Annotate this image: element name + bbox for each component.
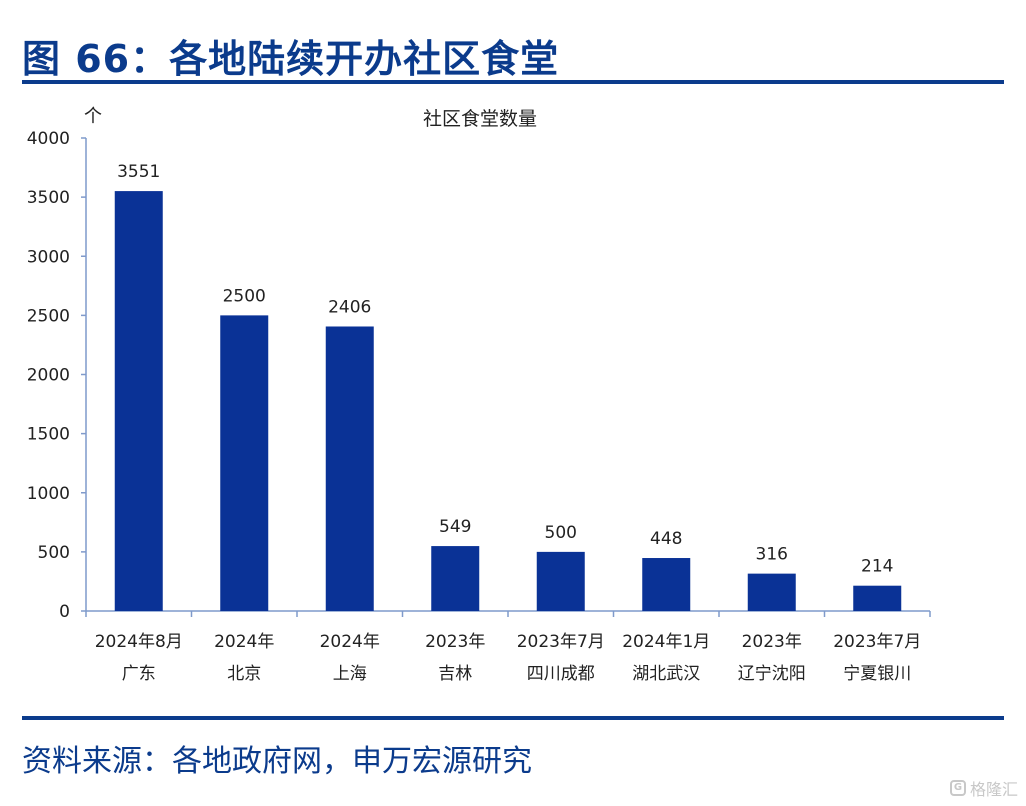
bar [853, 585, 902, 611]
watermark: G 格隆汇 [949, 776, 1018, 800]
x-tick-label: 宁夏银川 [843, 664, 911, 684]
bar [220, 315, 269, 611]
bar [325, 326, 374, 611]
x-tick-label: 吉林 [438, 664, 472, 684]
x-tick-label: 2024年 [214, 632, 274, 652]
x-tick-label: 辽宁沈阳 [738, 664, 806, 684]
bar-value-label: 549 [439, 517, 471, 537]
watermark-logo-icon: G [949, 780, 966, 796]
x-tick-label: 2023年7月 [833, 632, 921, 652]
bar [431, 546, 480, 611]
y-tick-label: 3500 [27, 188, 70, 208]
bar [747, 573, 796, 611]
y-tick-label: 2000 [27, 366, 70, 386]
x-tick-label: 上海 [333, 664, 367, 684]
y-tick-label: 0 [59, 602, 70, 622]
y-tick-label: 1000 [27, 484, 70, 504]
x-tick-label: 四川成都 [527, 664, 595, 684]
bar-chart: 个 社区食堂数量 0 500 1000 1500 2000 2500 3000 3500 4000 3… [27, 106, 931, 684]
bar-value-label: 3551 [117, 162, 160, 182]
x-tick-label: 2024年1月 [622, 632, 710, 652]
chart-title: 社区食堂数量 [423, 108, 537, 130]
bar-value-label: 316 [756, 545, 788, 565]
x-tick-label: 北京 [227, 664, 261, 684]
y-tick-label: 3000 [27, 247, 70, 267]
watermark-text: 格隆汇 [969, 780, 1018, 799]
x-tick-label: 湖北武汉 [632, 664, 700, 684]
bar-value-label: 214 [861, 557, 893, 577]
title-rule [22, 80, 1004, 84]
bar [114, 191, 163, 612]
bar [536, 551, 585, 611]
bar [642, 558, 691, 611]
bar-value-label: 448 [650, 529, 682, 549]
y-tick-label: 4000 [27, 129, 70, 149]
y-tick-label: 2500 [27, 306, 70, 326]
figure-title: 图 66：各地陆续开办社区食堂 [22, 37, 560, 81]
y-tick-label: 1500 [27, 425, 70, 445]
x-tick-label: 广东 [122, 664, 156, 684]
x-tick-label: 2023年 [425, 632, 485, 652]
bar-value-label: 2500 [223, 286, 266, 306]
y-tick-label: 500 [38, 543, 70, 563]
y-unit-label: 个 [84, 106, 102, 127]
x-tick-label: 2024年 [320, 632, 380, 652]
bar-value-label: 500 [545, 523, 577, 543]
x-tick-label: 2023年7月 [517, 632, 605, 652]
bar-value-label: 2406 [328, 297, 371, 317]
source-rule [22, 716, 1004, 720]
x-tick-label: 2023年 [742, 632, 802, 652]
x-tick-label: 2024年8月 [95, 632, 183, 652]
source-note: 资料来源：各地政府网，申万宏源研究 [22, 744, 532, 779]
